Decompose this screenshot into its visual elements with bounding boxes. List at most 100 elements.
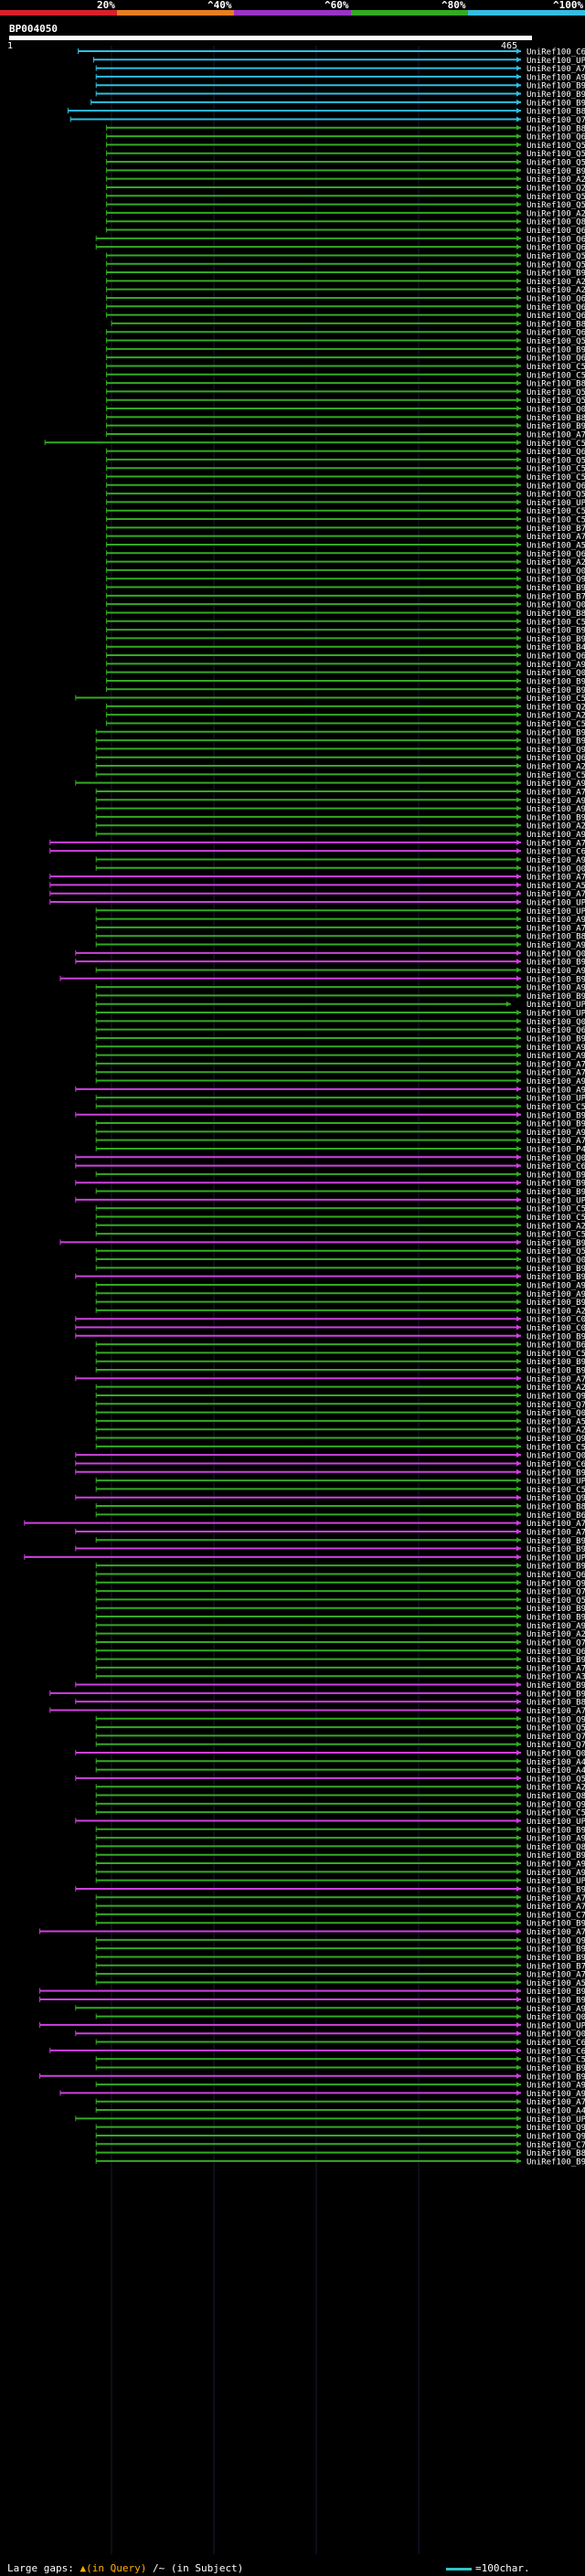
- hit-row[interactable]: UniRef100_A7PN12: [105, 430, 585, 440]
- hit-label[interactable]: UniRef100_A9T6F6: [526, 967, 585, 976]
- hit-row[interactable]: UniRef100_Q8LR99: [95, 1792, 585, 1801]
- hit-row[interactable]: UniRef100_A2Z4H7: [95, 1307, 585, 1316]
- hit-row[interactable]: UniRef100_B9HJQ2: [105, 635, 585, 644]
- hit-row[interactable]: UniRef100_C5X940: [44, 440, 585, 449]
- hit-row[interactable]: UniRef100_Q0J9S0: [105, 669, 585, 678]
- hit-row[interactable]: UniRef100_Q01932: [95, 2013, 585, 2022]
- hit-row[interactable]: UniRef100_UP1000...: [75, 1196, 585, 1205]
- hit-label[interactable]: UniRef100_Q53JL7: [526, 1775, 585, 1784]
- hit-row[interactable]: UniRef100_A9R8Q7: [95, 1077, 585, 1087]
- hit-label[interactable]: UniRef100_A9U4T2: [526, 1835, 585, 1844]
- hit-row[interactable]: UniRef100_Q02AD3: [75, 2030, 585, 2040]
- hit-label[interactable]: UniRef100_Q012H4: [526, 1256, 585, 1266]
- hit-label[interactable]: UniRef100_Q671T6: [526, 448, 585, 457]
- hit-label[interactable]: UniRef100_B9GRS2: [526, 1239, 585, 1248]
- hit-label[interactable]: UniRef100_A2Y6H3: [526, 175, 585, 185]
- hit-row[interactable]: UniRef100_C5XSB2: [95, 771, 585, 780]
- hit-label[interactable]: UniRef100_A2Y6H1: [526, 209, 585, 218]
- hit-label[interactable]: UniRef100_A9S8V4: [526, 916, 585, 925]
- hit-row[interactable]: UniRef100_C5Z8P7: [105, 507, 585, 516]
- hit-row[interactable]: UniRef100_A2X110: [105, 286, 585, 295]
- hit-label[interactable]: UniRef100_B9H5P1: [526, 1885, 585, 1894]
- hit-row[interactable]: UniRef100_B9T4K2: [95, 1537, 585, 1546]
- hit-label[interactable]: UniRef100_B7F8H9: [526, 525, 585, 534]
- hit-label[interactable]: UniRef100_C5XQG1: [526, 1443, 585, 1452]
- hit-row[interactable]: UniRef100_A5C8P4: [95, 1979, 585, 1988]
- hit-row[interactable]: UniRef100_UP1000...: [75, 1818, 585, 1827]
- hit-label[interactable]: UniRef100_A7P2H4: [526, 1528, 585, 1537]
- hit-label[interactable]: UniRef100_B9N1F4: [526, 584, 585, 593]
- hit-label[interactable]: UniRef100_B9HI30: [526, 1545, 585, 1554]
- hit-row[interactable]: UniRef100_B9HMV0: [75, 1180, 585, 1189]
- hit-row[interactable]: UniRef100_B9RC79: [95, 90, 585, 100]
- hit-row[interactable]: UniRef100_B7FLZ9: [95, 1962, 585, 1971]
- hit-label[interactable]: UniRef100_Q66QH8: [526, 235, 585, 244]
- hit-row[interactable]: UniRef100_A9RS07: [95, 1129, 585, 1138]
- hit-row[interactable]: UniRef100_A2XYU4: [105, 712, 585, 721]
- hit-row[interactable]: UniRef100_A2X1Z2: [95, 1383, 585, 1393]
- hit-row[interactable]: UniRef100_Q0E346: [95, 1409, 585, 1418]
- hit-row[interactable]: UniRef100_UP1000...: [95, 907, 585, 917]
- hit-label[interactable]: UniRef100_Q9ARC8: [526, 1936, 585, 1945]
- hit-row[interactable]: UniRef100_Q0DHA8: [105, 601, 585, 610]
- hit-row[interactable]: UniRef100_A2X111: [105, 558, 585, 567]
- hit-row[interactable]: UniRef100_B8LQ93: [75, 1699, 585, 1708]
- hit-label[interactable]: UniRef100_C5YAW7: [526, 618, 585, 627]
- hit-label[interactable]: UniRef100_Q67WC8: [526, 1571, 585, 1580]
- hit-label[interactable]: UniRef100_A2X1Z2: [526, 1383, 585, 1393]
- hit-row[interactable]: UniRef100_Q66QH6: [105, 312, 585, 321]
- hit-row[interactable]: UniRef100_Q5ZGS8: [105, 193, 585, 202]
- hit-row[interactable]: UniRef100_A2ZD38: [95, 1784, 585, 1793]
- hit-label[interactable]: UniRef100_Q66QH2: [526, 303, 585, 313]
- hit-label[interactable]: UniRef100_C6T7J3: [526, 1460, 585, 1469]
- hit-label[interactable]: UniRef100_A7R1G3: [526, 1520, 585, 1529]
- hit-label[interactable]: UniRef100_B9FZS9: [526, 686, 585, 695]
- hit-label[interactable]: UniRef100_A2Y6H0: [526, 278, 585, 287]
- hit-row[interactable]: UniRef100_A2QDX8: [95, 822, 585, 832]
- hit-row[interactable]: UniRef100_Q942F3: [95, 1579, 585, 1588]
- hit-label[interactable]: UniRef100_Q67TQ9: [526, 652, 585, 662]
- hit-row[interactable]: UniRef100_P48534-2: [95, 1145, 585, 1154]
- hit-row[interactable]: UniRef100_Q25BZ9: [105, 703, 585, 712]
- hit-row[interactable]: UniRef100_B9RU15: [95, 1171, 585, 1180]
- hit-row[interactable]: UniRef100_A5B9Q7: [49, 882, 585, 891]
- hit-label[interactable]: UniRef100_Q9UU05: [526, 1800, 585, 1809]
- hit-row[interactable]: UniRef100_Q8LP84: [105, 218, 585, 228]
- hit-row[interactable]: UniRef100_C6T7J3: [75, 1460, 585, 1469]
- hit-row[interactable]: UniRef100_A7PT52: [95, 1137, 585, 1146]
- hit-label[interactable]: UniRef100_Q0E3U9: [526, 406, 585, 415]
- hit-row[interactable]: UniRef100_B9FZS9: [105, 686, 585, 695]
- hit-row[interactable]: UniRef100_Q76CZ4: [95, 1741, 585, 1750]
- hit-label[interactable]: UniRef100_B9S7D4: [526, 1273, 585, 1282]
- hit-row[interactable]: UniRef100_A4LAP6: [95, 1758, 585, 1767]
- hit-label[interactable]: UniRef100_Q76C25: [526, 1733, 585, 1742]
- hit-label[interactable]: UniRef100_B9EV60: [526, 1120, 585, 1129]
- hit-row[interactable]: UniRef100_Q69JN6: [95, 1026, 585, 1035]
- hit-row[interactable]: UniRef100_A9TJD6: [95, 984, 585, 993]
- hit-row[interactable]: UniRef100_B9EWX6: [95, 813, 585, 822]
- hit-label[interactable]: UniRef100_B9MWP0: [526, 2072, 585, 2082]
- hit-label[interactable]: UniRef100_Q9MB02: [526, 2132, 585, 2141]
- hit-row[interactable]: UniRef100_B9H5P1: [75, 1885, 585, 1894]
- hit-row[interactable]: UniRef100_C5YAW2: [105, 465, 585, 474]
- hit-row[interactable]: UniRef100_A9SS32: [75, 779, 585, 789]
- hit-row[interactable]: UniRef100_A5AEY7: [105, 541, 585, 550]
- hit-label[interactable]: UniRef100_A7QJ37: [526, 1928, 585, 1937]
- hit-row[interactable]: UniRef100_B8LPH3: [95, 1503, 585, 1512]
- hit-label[interactable]: UniRef100_B9HMV0: [526, 1180, 585, 1189]
- hit-row[interactable]: UniRef100_Q9ZVR7: [105, 576, 585, 585]
- hit-row[interactable]: UniRef100_B6D3U9: [95, 1511, 585, 1521]
- hit-row[interactable]: UniRef100_B9PD56: [95, 737, 585, 747]
- hit-label[interactable]: UniRef100_C5Y772: [526, 473, 585, 482]
- hit-label[interactable]: UniRef100_C6ZRV2: [526, 2039, 585, 2048]
- hit-row[interactable]: UniRef100_UP1000...: [92, 57, 585, 66]
- hit-label[interactable]: UniRef100_B9ST05: [526, 1265, 585, 1274]
- hit-label[interactable]: UniRef100_Q9ARF3: [526, 1392, 585, 1401]
- hit-label[interactable]: UniRef100_B9RC79: [526, 90, 585, 100]
- hit-label[interactable]: UniRef100_B9HJQ2: [526, 635, 585, 644]
- hit-label[interactable]: UniRef100_B9T428: [526, 1605, 585, 1614]
- hit-row[interactable]: UniRef100_B9MNV5: [95, 1920, 585, 1929]
- hit-row[interactable]: UniRef100_Q671T2: [105, 329, 585, 338]
- hit-label[interactable]: UniRef100_Q66QH5: [526, 550, 585, 559]
- hit-row[interactable]: UniRef100_C6FF73: [75, 1162, 585, 1171]
